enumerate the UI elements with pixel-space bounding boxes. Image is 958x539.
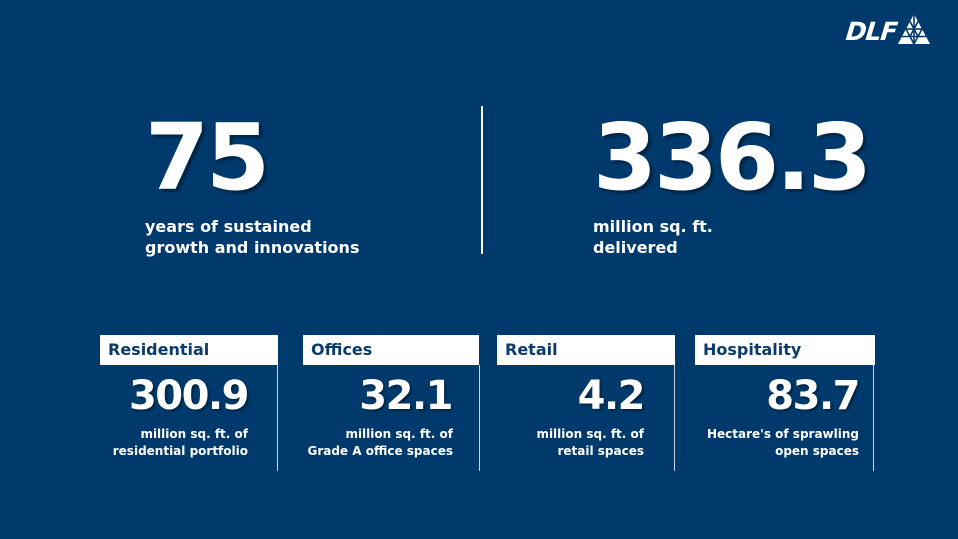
logo-text: DLF [844, 17, 899, 46]
card-divider [873, 365, 874, 471]
center-divider [481, 106, 483, 254]
stat-years: 75 years of sustained growth and innovat… [145, 112, 359, 258]
segment-value: 4.2 [577, 373, 646, 419]
segment-caption: Hectare's of sprawling open spaces [706, 427, 859, 458]
triangle-grid-icon [897, 14, 930, 44]
segment-label: Residential [100, 335, 278, 365]
segment-label: Offices [303, 335, 479, 365]
segment-caption: million sq. ft. of Grade A office spaces [307, 427, 453, 458]
segment-value: 300.9 [128, 373, 250, 419]
segment-value: 32.1 [359, 373, 453, 419]
stat-years-value: 75 [145, 104, 270, 211]
segment-caption: million sq. ft. of residential portfolio [112, 427, 248, 458]
segment-label: Retail [497, 335, 675, 365]
segment-card-offices: Offices 32.1 million sq. ft. of Grade A … [292, 335, 482, 472]
segment-caption: million sq. ft. of retail spaces [536, 427, 644, 458]
segment-label: Hospitality [695, 335, 875, 365]
stat-delivered-caption: million sq. ft. delivered [593, 217, 713, 257]
card-divider [479, 365, 480, 471]
segment-card-residential: Residential 300.9 million sq. ft. of res… [100, 335, 280, 472]
segment-card-hospitality: Hospitality 83.7 Hectare's of sprawling … [695, 335, 877, 472]
stat-delivered: 336.3 million sq. ft. delivered [593, 104, 872, 258]
dlf-logo: DLF [844, 14, 930, 46]
stat-delivered-value: 336.3 [593, 104, 872, 211]
card-divider [277, 365, 278, 471]
stat-years-caption: years of sustained growth and innovation… [145, 217, 360, 257]
card-divider [674, 365, 675, 471]
segment-value: 83.7 [766, 373, 860, 419]
segment-card-retail: Retail 4.2 million sq. ft. of retail spa… [497, 335, 677, 472]
